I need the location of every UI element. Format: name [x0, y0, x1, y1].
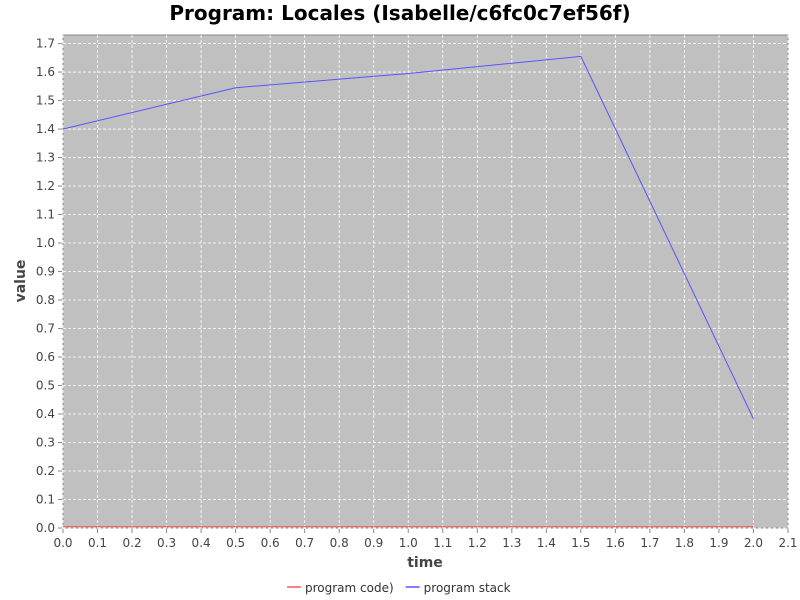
- y-tick-label: 0.6: [36, 350, 55, 364]
- legend: program code) program stack: [287, 581, 511, 595]
- x-tick-label: 0.7: [295, 536, 314, 550]
- x-tick-label: 2.0: [744, 536, 763, 550]
- x-tick-label: 0.8: [330, 536, 349, 550]
- x-tick-label: 0.9: [364, 536, 383, 550]
- x-tick-label: 0.4: [192, 536, 211, 550]
- x-tick-label: 0.3: [157, 536, 176, 550]
- x-tick-label: 0.0: [53, 536, 72, 550]
- y-tick-label: 0.1: [36, 493, 55, 507]
- y-tick-label: 0.2: [36, 464, 55, 478]
- x-tick-label: 0.6: [261, 536, 280, 550]
- y-tick-label: 0.4: [36, 407, 55, 421]
- x-tick-label: 1.5: [571, 536, 590, 550]
- y-tick-label: 0.9: [36, 265, 55, 279]
- y-tick-label: 0.3: [36, 436, 55, 450]
- y-tick-label: 1.7: [36, 37, 55, 51]
- chart-title: Program: Locales (Isabelle/c6fc0c7ef56f): [169, 1, 630, 25]
- x-axis-label: time: [407, 555, 443, 571]
- plot-area: [62, 34, 789, 529]
- y-tick-label: 1.0: [36, 236, 55, 250]
- legend-label: program stack: [424, 581, 511, 595]
- x-tick-label: 0.2: [123, 536, 142, 550]
- x-tick-label: 1.0: [399, 536, 418, 550]
- x-tick-label: 0.5: [226, 536, 245, 550]
- x-tick-label: 1.1: [433, 536, 452, 550]
- y-tick-label: 0.8: [36, 293, 55, 307]
- y-tick-label: 0.0: [36, 521, 55, 535]
- x-tick-label: 0.1: [88, 536, 107, 550]
- y-axis-label: value: [13, 260, 29, 303]
- x-tick-label: 1.6: [606, 536, 625, 550]
- x-tick-label: 1.7: [640, 536, 659, 550]
- x-tick-label: 1.3: [502, 536, 521, 550]
- x-tick-label: 1.9: [709, 536, 728, 550]
- x-tick-label: 1.4: [537, 536, 556, 550]
- y-tick-label: 0.7: [36, 322, 55, 336]
- y-tick-label: 1.5: [36, 94, 55, 108]
- y-tick-label: 1.4: [36, 122, 55, 136]
- y-tick-label: 1.2: [36, 179, 55, 193]
- y-tick-label: 1.3: [36, 151, 55, 165]
- y-tick-label: 1.6: [36, 65, 55, 79]
- x-tick-label: 1.8: [675, 536, 694, 550]
- x-tick-label: 2.1: [778, 536, 797, 550]
- x-tick-label: 1.2: [468, 536, 487, 550]
- y-tick-label: 1.1: [36, 208, 55, 222]
- y-tick-label: 0.5: [36, 379, 55, 393]
- legend-label: program code): [305, 581, 394, 595]
